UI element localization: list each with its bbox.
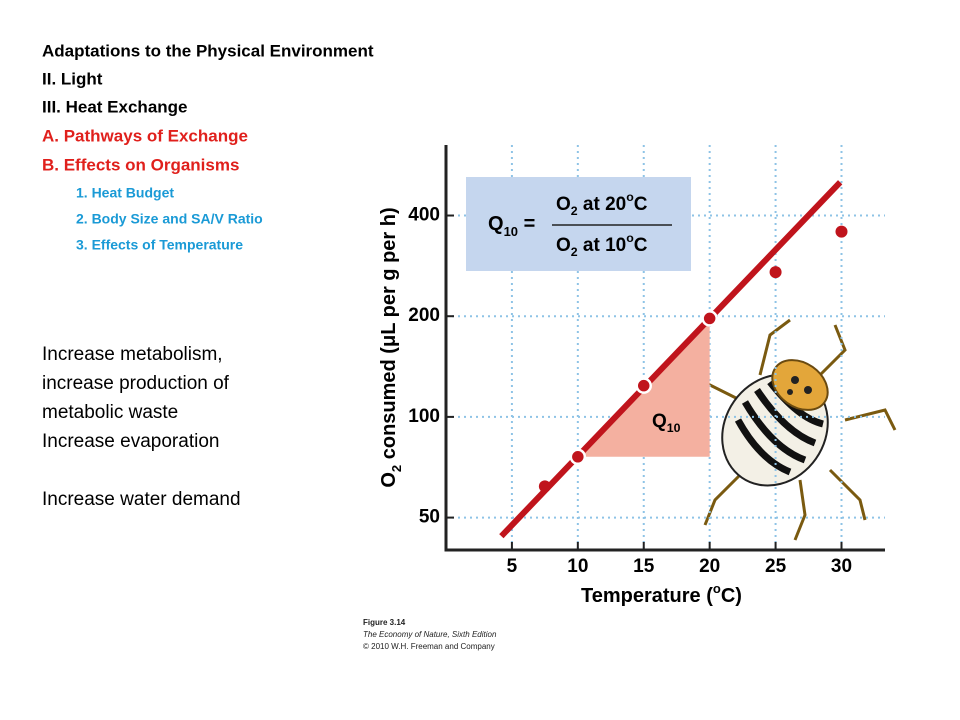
outline-item: III. Heat Exchange xyxy=(42,97,188,116)
formula-lhs-part: = xyxy=(518,213,535,235)
body-text: metabolic waste xyxy=(42,402,178,423)
q10-label-part: 10 xyxy=(667,421,681,435)
axes xyxy=(444,145,885,552)
x-tick-label: 10 xyxy=(567,556,588,577)
data-point xyxy=(769,266,782,279)
data-point xyxy=(835,225,848,238)
outline-item: 3. Effects of Temperature xyxy=(76,237,243,253)
outline-item: II. Light xyxy=(42,69,103,88)
formula-denominator-part: C xyxy=(634,235,648,256)
y-axis-label-part: consumed ( xyxy=(378,347,400,465)
y-axis-label-part: 2 xyxy=(389,465,404,472)
formula-denominator-part: O xyxy=(556,235,571,256)
beetle-body xyxy=(721,359,829,487)
y-axis-label-part: L per g per h) xyxy=(378,207,400,334)
x-tick-label: 25 xyxy=(765,556,787,577)
body-text: Increase evaporation xyxy=(42,431,219,452)
x-axis-label-part: C) xyxy=(721,585,742,607)
data-point xyxy=(701,310,718,327)
trend-line xyxy=(499,180,843,539)
data-point xyxy=(538,480,551,493)
outline-item: 2. Body Size and SA/V Ratio xyxy=(76,211,263,227)
formula-numerator: O2 at 20oC xyxy=(556,190,648,218)
y-tick-label: 50 xyxy=(419,507,440,528)
formula-numerator-part: O xyxy=(556,194,571,215)
formula-box xyxy=(466,177,691,271)
y-axis-label-part: μ xyxy=(378,335,400,347)
body-text: increase production of xyxy=(42,373,230,394)
outline-item: 1. Heat Budget xyxy=(76,185,174,201)
y-tick-label: 100 xyxy=(408,406,440,427)
x-tick-label: 20 xyxy=(699,556,720,577)
formula-denominator-part: at 10 xyxy=(578,235,627,256)
body-text: Increase water demand xyxy=(42,489,241,510)
y-tick-label: 400 xyxy=(408,205,440,226)
y-axis-label-part: O xyxy=(378,472,400,488)
formula-numerator-part: o xyxy=(626,190,634,204)
formula-lhs: Q10 = xyxy=(488,213,535,239)
x-axis-label-part: o xyxy=(713,581,721,596)
y-axis-label: O2 consumed (μL per g per h) xyxy=(378,207,404,487)
formula-lhs-part: 10 xyxy=(504,224,518,239)
y-tick-label: 200 xyxy=(408,305,440,326)
outline-item: B. Effects on Organisms xyxy=(42,155,239,174)
formula-denominator-part: 2 xyxy=(571,245,578,259)
formula-denominator: O2 at 10oC xyxy=(556,231,648,259)
q10-label: Q10 xyxy=(652,411,681,435)
formula-numerator-part: 2 xyxy=(571,204,578,218)
formula-lhs-part: Q xyxy=(488,213,504,235)
outline-item: Adaptations to the Physical Environment xyxy=(42,41,374,60)
x-tick-label: 5 xyxy=(507,556,518,577)
figure-caption: Figure 3.14 xyxy=(363,618,406,627)
formula-numerator-part: at 20 xyxy=(578,194,627,215)
formula-denominator-part: o xyxy=(626,231,634,245)
data-point xyxy=(635,377,652,394)
outline-item: A. Pathways of Exchange xyxy=(42,126,248,145)
data-point xyxy=(569,448,587,466)
x-tick-label: 15 xyxy=(633,556,655,577)
q10-label-part: Q xyxy=(652,411,667,432)
formula-numerator-part: C xyxy=(634,194,648,215)
body-text: Increase metabolism, xyxy=(42,344,223,365)
x-tick-label: 30 xyxy=(831,556,852,577)
figure-caption: © 2010 W.H. Freeman and Company xyxy=(363,642,495,651)
x-axis-label-part: Temperature ( xyxy=(581,585,713,607)
figure-caption: The Economy of Nature, Sixth Edition xyxy=(363,630,497,639)
x-axis-label: Temperature (oC) xyxy=(581,581,742,607)
